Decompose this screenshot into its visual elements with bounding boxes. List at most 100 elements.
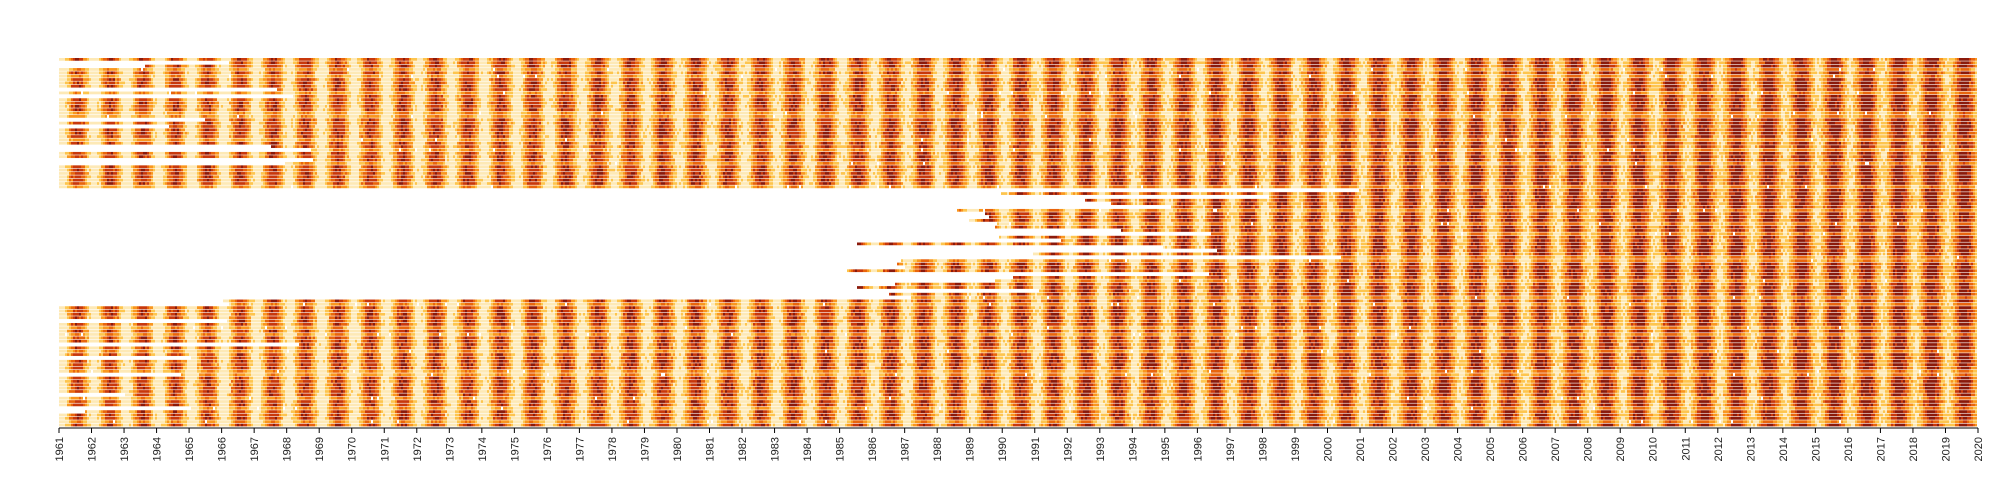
heatmap-cell [661, 88, 667, 91]
heatmap-cell [497, 58, 499, 61]
heatmap-cell [885, 81, 887, 85]
heatmap-cell [203, 64, 205, 68]
heatmap-cell [1847, 64, 1849, 68]
heatmap-cell [607, 74, 609, 78]
heatmap-cell [961, 61, 965, 65]
heatmap-cell [1377, 61, 1383, 65]
heatmap-cell [1395, 64, 1397, 68]
heatmap-cell [601, 71, 603, 75]
heatmap-cell [1891, 68, 1893, 71]
heatmap-cell [885, 78, 889, 81]
heatmap-cell [91, 84, 99, 88]
heatmap-cell [859, 64, 861, 68]
heatmap-cell [995, 78, 997, 81]
heatmap-cell [1525, 78, 1527, 81]
heatmap-cell [1369, 58, 1373, 61]
heatmap-cell [1745, 84, 1749, 88]
heatmap-cell [1185, 81, 1191, 85]
heatmap-cell [211, 68, 215, 71]
heatmap-cell [1041, 61, 1045, 65]
heatmap-cell [1413, 64, 1415, 68]
heatmap-cell [1715, 71, 1717, 75]
heatmap-cell [183, 84, 185, 88]
heatmap-cell [151, 78, 153, 81]
heatmap-cell [753, 88, 755, 91]
heatmap-cell [1869, 61, 1873, 65]
heatmap-cell [83, 84, 85, 88]
heatmap-cell [1299, 88, 1301, 91]
heatmap-cell [1749, 78, 1755, 81]
heatmap-cell [577, 61, 585, 65]
heatmap-cell [521, 68, 525, 71]
heatmap-cell [279, 84, 281, 88]
heatmap-cell [1041, 64, 1043, 68]
heatmap-cell [81, 81, 83, 85]
heatmap-cell [189, 64, 195, 68]
heatmap-cell [1191, 81, 1193, 85]
heatmap-cell [231, 58, 233, 61]
heatmap-cell [929, 78, 931, 81]
heatmap-cell [1277, 88, 1285, 91]
heatmap-cell [1039, 81, 1041, 85]
heatmap-cell [779, 78, 783, 81]
heatmap-cell [349, 88, 359, 91]
heatmap-cell [611, 88, 619, 91]
heatmap-cell [571, 84, 573, 88]
heatmap-cell [401, 71, 405, 75]
heatmap-cell [905, 84, 911, 88]
heatmap-cell [971, 71, 973, 75]
heatmap-cell [793, 78, 795, 81]
heatmap-cell [1417, 64, 1419, 68]
heatmap-cell [241, 58, 247, 61]
heatmap-cell [849, 58, 851, 61]
heatmap-cell [1873, 84, 1877, 88]
heatmap-cell [1643, 88, 1645, 91]
heatmap-cell [1677, 74, 1679, 78]
heatmap-cell [1403, 78, 1405, 81]
heatmap-cell [1515, 61, 1519, 65]
heatmap-cell [1873, 61, 1875, 65]
heatmap-cell [119, 81, 125, 85]
heatmap-cell [1831, 78, 1841, 81]
heatmap-cell [1085, 84, 1087, 88]
heatmap-cell [1325, 64, 1327, 68]
heatmap-cell [1719, 88, 1721, 91]
heatmap-cell [863, 88, 867, 91]
heatmap-cell [303, 84, 305, 88]
heatmap-cell [249, 81, 251, 85]
heatmap-cell [473, 58, 475, 61]
heatmap-cell [1651, 84, 1661, 88]
heatmap-cell [1257, 84, 1259, 88]
heatmap-cell [1311, 61, 1319, 65]
heatmap-cell [181, 68, 185, 71]
heatmap-cell [1873, 78, 1875, 81]
heatmap-cell [1529, 84, 1531, 88]
heatmap-cell [311, 58, 313, 61]
heatmap-cell [1585, 68, 1595, 71]
heatmap-cell [1659, 68, 1661, 71]
heatmap-cell [1795, 81, 1807, 85]
heatmap-cell [1147, 58, 1149, 61]
heatmap-cell [1827, 58, 1829, 61]
heatmap-cell [1547, 61, 1549, 65]
heatmap-cell [1795, 84, 1797, 88]
heatmap-cell [1681, 71, 1685, 75]
heatmap-cell [313, 74, 315, 78]
heatmap-cell [1719, 81, 1721, 85]
heatmap-cell [1451, 64, 1453, 68]
heatmap-cell [1137, 88, 1139, 91]
heatmap-cell [1423, 78, 1425, 81]
heatmap-cell [861, 81, 863, 85]
heatmap-cell [1047, 58, 1053, 61]
heatmap-cell [1575, 58, 1579, 61]
heatmap-cell [1675, 81, 1677, 85]
heatmap-cell [139, 71, 143, 75]
heatmap-cell [1293, 88, 1297, 91]
heatmap-cell [435, 78, 437, 81]
heatmap-cell [1889, 64, 1891, 68]
heatmap-cell [1555, 78, 1557, 81]
heatmap-cell [915, 64, 917, 68]
heatmap-cell [1275, 84, 1279, 88]
heatmap-cell [1811, 84, 1813, 88]
